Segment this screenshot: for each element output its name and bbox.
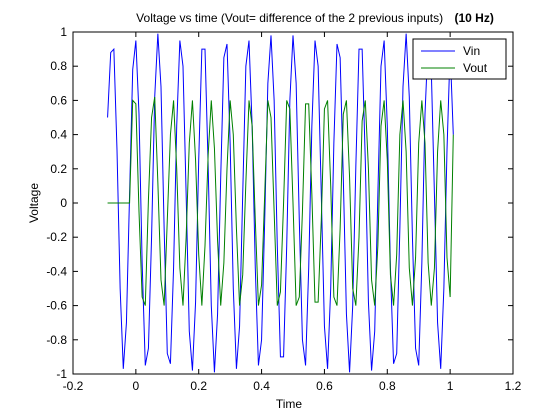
ticks-layer: -0.2 0 0.2 0.4 0.6 0.8 1 1.2 -1 -0.8 -0.6 -0.4 -0.2 0… bbox=[46, 25, 521, 393]
x-tick-label: 1.2 bbox=[505, 379, 522, 393]
y-tick-label: 0 bbox=[60, 196, 67, 210]
series-layer bbox=[107, 33, 454, 373]
axes-frame bbox=[72, 31, 514, 375]
y-tick-label: -1 bbox=[56, 367, 67, 381]
x-tick-label: 1 bbox=[447, 379, 454, 393]
x-tick-label: 0 bbox=[133, 379, 140, 393]
y-tick-label: 0.2 bbox=[50, 162, 67, 176]
x-tick-label: -0.2 bbox=[63, 379, 84, 393]
legend-box bbox=[412, 38, 507, 80]
x-tick-label: 0.2 bbox=[190, 379, 207, 393]
legend-label: Vin bbox=[463, 44, 480, 58]
y-tick-label: -0.2 bbox=[46, 230, 67, 244]
y-tick-label: 0.4 bbox=[50, 128, 67, 142]
chart-title: Voltage vs time (Vout= difference of the… bbox=[136, 11, 494, 25]
x-tick-label: 0.8 bbox=[379, 379, 396, 393]
chart-title-suffix: (10 Hz) bbox=[454, 11, 493, 25]
series-line-vout bbox=[107, 96, 454, 306]
x-axis-label: Time bbox=[276, 397, 303, 411]
chart-title-main: Voltage vs time (Vout= difference of the… bbox=[136, 11, 443, 25]
y-tick-label: -0.8 bbox=[46, 333, 67, 347]
series-line-vin bbox=[107, 33, 454, 373]
legend: Vin Vout bbox=[412, 38, 507, 80]
x-tick-label: 0.6 bbox=[316, 379, 333, 393]
y-tick-label: 0.8 bbox=[50, 59, 67, 73]
x-tick-label: 0.4 bbox=[253, 379, 270, 393]
y-tick-label: -0.4 bbox=[46, 264, 67, 278]
legend-label: Vout bbox=[463, 61, 488, 75]
y-axis-label: Voltage bbox=[27, 183, 41, 223]
y-tick-label: 0.6 bbox=[50, 93, 67, 107]
y-tick-label: -0.6 bbox=[46, 299, 67, 313]
y-tick-label: 1 bbox=[60, 25, 67, 39]
